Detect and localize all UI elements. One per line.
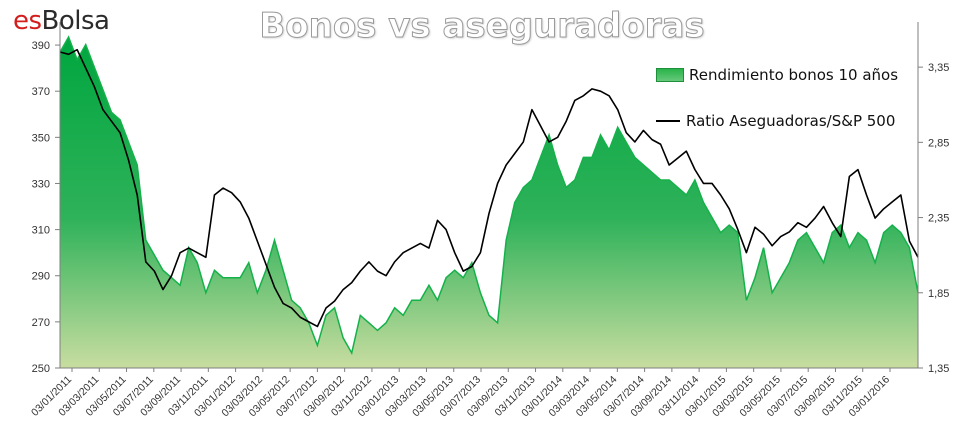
y-left-tick-label: 330 [32, 178, 50, 190]
y-left-tick-label: 250 [32, 363, 50, 375]
y-right-tick-label: 2,85 [928, 137, 949, 149]
legend-label-bonds: Rendimiento bonos 10 años [689, 66, 899, 84]
chart-title: Bonos vs aseguradoras [259, 6, 705, 47]
y-right-tick-label: 2,35 [928, 213, 949, 225]
chart-legend: Rendimiento bonos 10 años Ratio Aseguado… [656, 62, 898, 134]
y-left-tick-label: 370 [32, 86, 50, 98]
legend-item-ratio: Ratio Aseguadoras/S&P 500 [656, 108, 898, 134]
y-left-tick-label: 270 [32, 317, 50, 329]
y-right-tick-label: 1,85 [928, 288, 949, 300]
series-insurers-ratio-line [59, 48, 919, 328]
series-bond-yield-outline [59, 35, 919, 356]
y-left-tick-label: 350 [32, 132, 50, 144]
legend-label-ratio: Ratio Aseguadoras/S&P 500 [686, 112, 896, 130]
y-left-tick-label: 390 [32, 40, 50, 52]
y-left-tick-label: 290 [32, 271, 50, 283]
legend-swatch-area [656, 68, 684, 82]
brand-logo: esBolsa [13, 6, 110, 36]
y-left-tick-label: 310 [32, 225, 50, 237]
y-right-tick-label: 1,35 [928, 363, 949, 375]
legend-swatch-line [656, 120, 680, 122]
y-right-tick-label: 3,35 [928, 62, 949, 74]
legend-item-bonds: Rendimiento bonos 10 años [656, 62, 898, 88]
